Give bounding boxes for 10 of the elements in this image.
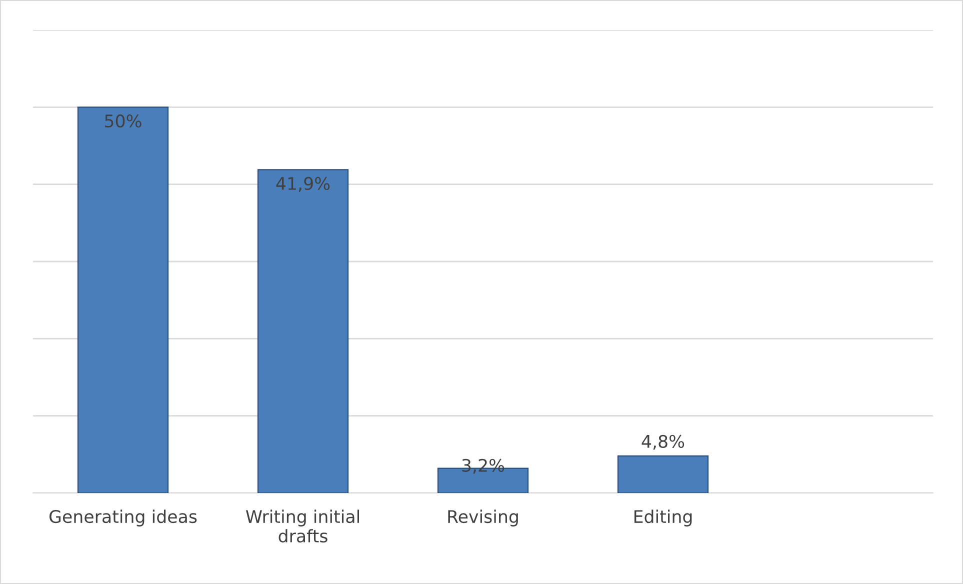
bar <box>257 169 349 493</box>
x-tick-label: Revising <box>448 510 518 526</box>
x-tick-label: Editing <box>634 510 692 526</box>
x-tick-label: Writing initial drafts <box>246 510 360 543</box>
bar <box>77 106 169 493</box>
data-label: 41,9% <box>276 176 330 192</box>
bar <box>617 455 709 493</box>
data-label: 50% <box>105 114 142 128</box>
data-label: 4,8% <box>642 434 684 450</box>
x-tick-label: Generating ideas <box>49 510 197 526</box>
